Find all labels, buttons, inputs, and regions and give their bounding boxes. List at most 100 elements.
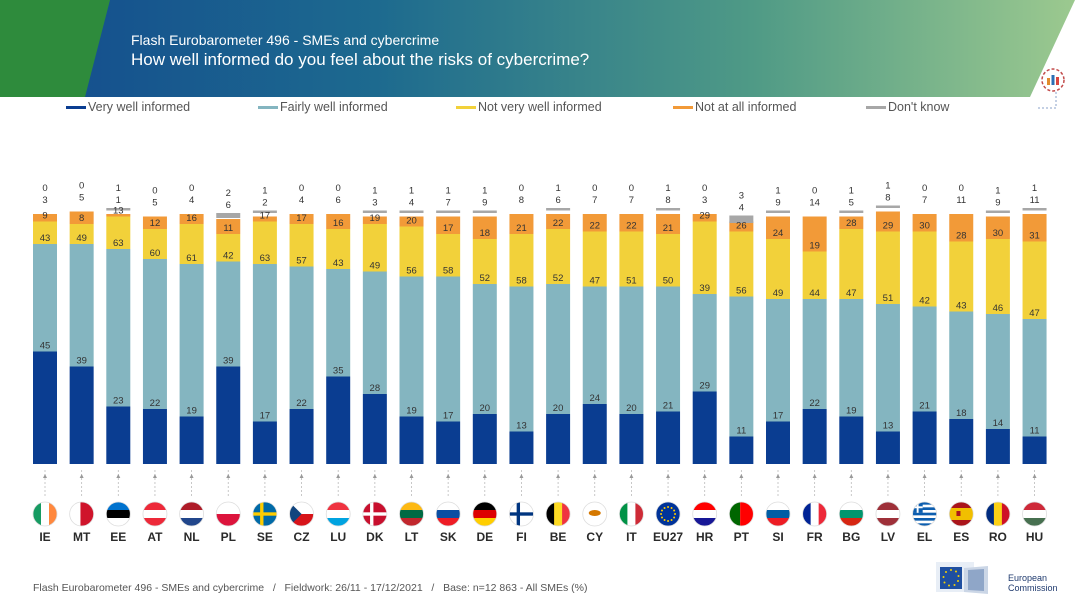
label-lu-fairly: 43 xyxy=(333,258,344,269)
label-pl-fairly: 42 xyxy=(223,251,234,262)
label-pt-very: 11 xyxy=(736,426,746,437)
bar-pt-fairly xyxy=(729,296,754,437)
legend-not-at-all: Not at all informed xyxy=(673,100,796,114)
bar-eu27-not-at-all xyxy=(656,214,681,234)
label-hr-dont-know: 0 xyxy=(702,183,707,194)
label-hu-very: 11 xyxy=(1030,426,1040,437)
label-ie-very: 45 xyxy=(40,341,51,352)
bar-lu-not-very xyxy=(326,229,351,269)
connector-arrow-de xyxy=(482,474,487,478)
label-lv-not-very: 29 xyxy=(883,221,894,232)
label-bg-very: 19 xyxy=(846,406,857,417)
tick-label-lt: LT xyxy=(405,530,419,544)
bar-eu27-very xyxy=(656,411,681,464)
bar-cz-not-very xyxy=(289,224,314,267)
label-es-dont-know: 0 xyxy=(959,183,964,194)
bar-de-dont-know xyxy=(472,210,497,213)
tick-label-be: BE xyxy=(550,530,567,544)
label-pl-dont-know: 2 xyxy=(226,188,231,199)
label-eu27-not-very: 21 xyxy=(663,223,674,234)
label-ee-not-very: 13 xyxy=(113,206,124,217)
bar-lt-fairly xyxy=(399,276,424,417)
label-hr-very: 29 xyxy=(699,381,710,392)
label-bg-dont-know: 1 xyxy=(849,186,854,197)
label-fr-not-very: 19 xyxy=(809,241,820,252)
label-fr-dont-know: 0 xyxy=(812,186,817,197)
bar-dk-not-very xyxy=(362,224,387,272)
connector-arrow-es xyxy=(959,474,964,478)
bar-si-very xyxy=(766,421,790,464)
label-nl-not-at-all: 4 xyxy=(189,195,194,206)
tick-label-fr: FR xyxy=(807,530,823,544)
bar-nl-not-very xyxy=(179,224,204,264)
label-ie-not-very: 9 xyxy=(42,211,47,222)
label-si-very: 17 xyxy=(773,411,784,422)
label-bg-not-at-all: 5 xyxy=(849,198,854,209)
connector-arrow-lv xyxy=(885,474,890,478)
connector-arrow-el xyxy=(922,474,927,478)
bar-it-very xyxy=(619,414,644,464)
bar-ie-not-at-all xyxy=(33,214,57,222)
connector-arrow-cz xyxy=(299,474,304,478)
label-sk-dont-know: 1 xyxy=(446,186,451,197)
connector-arrow-se xyxy=(262,474,267,478)
tick-label-it: IT xyxy=(626,530,637,544)
label-it-dont-know: 0 xyxy=(629,183,634,194)
flag-ring-lu xyxy=(325,501,351,527)
label-ie-fairly: 43 xyxy=(40,233,51,244)
label-cz-very: 22 xyxy=(296,398,307,409)
label-lt-not-at-all: 4 xyxy=(409,198,414,209)
label-lv-not-at-all: 8 xyxy=(885,193,890,204)
connector-arrow-bg xyxy=(849,474,854,478)
bar-fi-fairly xyxy=(509,286,534,432)
flag-ring-el xyxy=(912,501,937,527)
connector-arrow-lu xyxy=(336,474,341,478)
label-pt-not-at-all: 4 xyxy=(739,203,744,214)
bar-ee-not-at-all xyxy=(106,214,131,217)
tick-label-mt: MT xyxy=(73,530,91,544)
label-mt-very: 39 xyxy=(76,356,87,367)
bar-es-not-very xyxy=(949,241,974,312)
bar-fr-not-very xyxy=(802,251,827,299)
bar-cy-not-at-all xyxy=(582,214,607,232)
bar-be-dont-know xyxy=(546,208,571,211)
bar-it-not-very xyxy=(619,231,644,287)
bar-ee-fairly xyxy=(106,249,131,407)
label-cy-dont-know: 0 xyxy=(592,183,597,194)
bar-ee-very xyxy=(106,406,131,464)
bar-hu-fairly xyxy=(1022,319,1047,437)
flag-ring-ee xyxy=(105,501,131,527)
bar-pl-not-very xyxy=(216,234,241,262)
label-mt-not-at-all: 5 xyxy=(79,193,84,204)
label-dk-not-very: 19 xyxy=(370,213,381,224)
label-hu-not-at-all: 11 xyxy=(1030,195,1040,206)
label-be-not-at-all: 6 xyxy=(555,195,560,206)
label-hu-fairly: 47 xyxy=(1029,308,1040,319)
bar-cy-very xyxy=(582,404,607,464)
bar-dk-fairly xyxy=(362,271,387,394)
bar-pt-dont-know xyxy=(729,215,754,223)
flag-ring-fr xyxy=(802,501,828,527)
flag-sk-icon xyxy=(436,502,461,526)
label-at-very: 22 xyxy=(150,398,161,409)
label-se-not-at-all: 2 xyxy=(262,198,267,209)
bar-at-very xyxy=(142,409,167,464)
label-nl-dont-know: 0 xyxy=(189,183,194,194)
bar-ie-fairly xyxy=(33,244,57,352)
label-eu27-very: 21 xyxy=(663,401,674,412)
label-hu-not-very: 31 xyxy=(1029,231,1040,242)
flag-lt-icon xyxy=(399,502,424,526)
bar-be-not-at-all xyxy=(546,214,571,229)
label-el-fairly: 42 xyxy=(919,296,930,307)
bar-hu-not-very xyxy=(1022,241,1047,319)
flag-ring-pt xyxy=(728,501,754,527)
european-commission-logo: European Commission xyxy=(936,562,1058,594)
label-fr-fairly: 44 xyxy=(809,288,820,299)
stacked-bar-chart: 4543930IE3949850MT23631311EE22601250AT19… xyxy=(32,181,1047,544)
bar-se-not-very xyxy=(252,221,277,264)
bar-lv-not-at-all xyxy=(875,211,900,232)
label-mt-fairly: 49 xyxy=(76,233,87,244)
tick-label-cy: CY xyxy=(586,530,603,544)
bar-ie-not-very xyxy=(33,221,57,244)
bar-pl-not-at-all xyxy=(216,219,241,234)
